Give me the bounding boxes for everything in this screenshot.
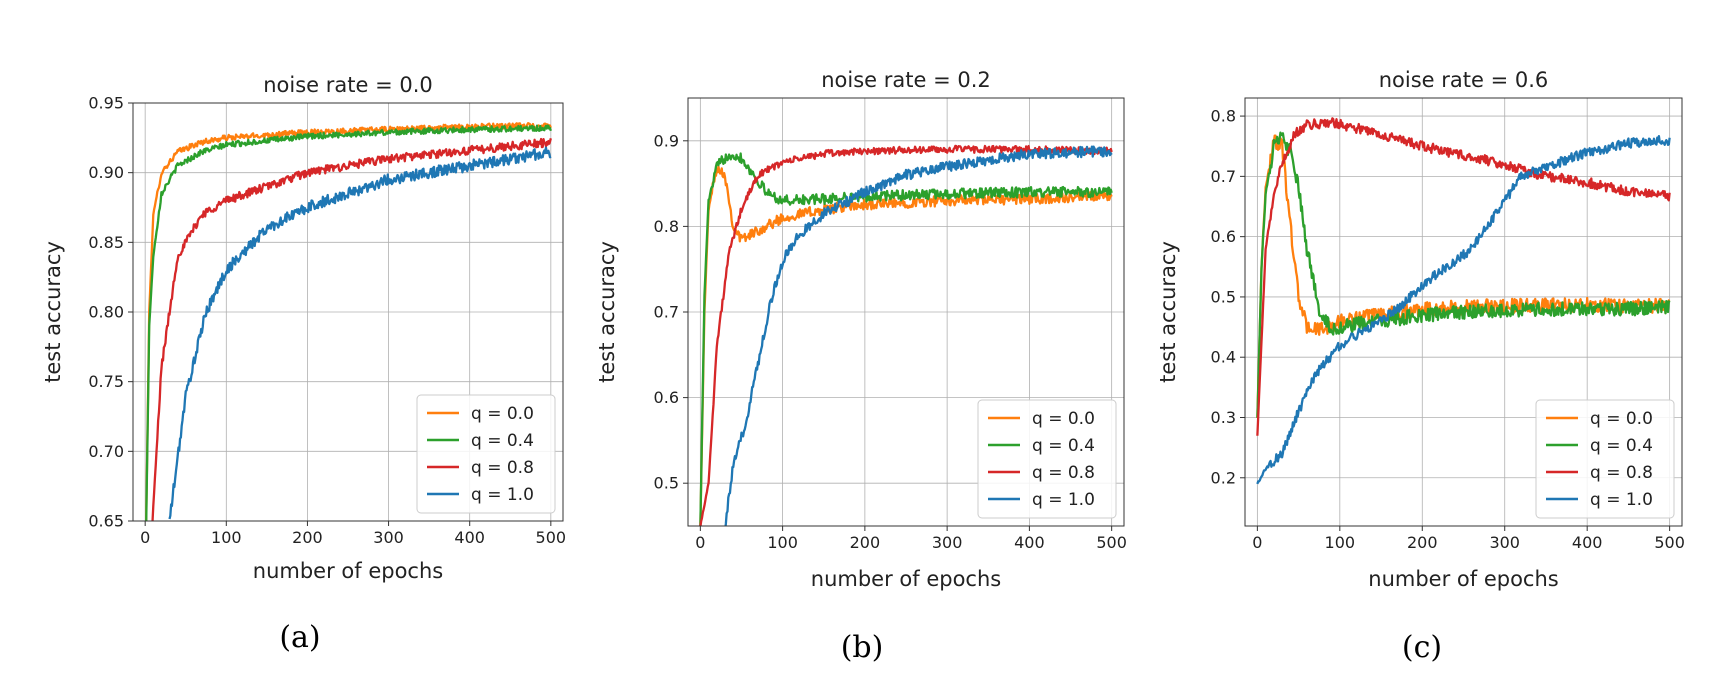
y-tick-label: 0.8: [654, 217, 679, 236]
chart-panel-b: 0 100 200 300 400 500 0.5 0.6 0.7 0.8 0.9 noise rat…: [595, 68, 1127, 591]
x-tick-label: 200: [1407, 533, 1438, 552]
chart-panel-a: 0 100 200 300 400 500 0.65 0.70 0.75 0.80 0.85 0.90…: [41, 73, 567, 583]
y-tick-label: 0.7: [654, 303, 679, 322]
legend-label: q = 0.0: [1590, 409, 1653, 429]
legend-label: q = 0.4: [1590, 436, 1653, 456]
x-tick-label: 400: [1572, 533, 1603, 552]
x-tick-label: 200: [850, 533, 881, 552]
y-tick-label: 0.90: [88, 163, 124, 182]
y-tick-label: 0.5: [654, 474, 679, 493]
y-tick-label: 0.8: [1211, 107, 1236, 126]
y-tick-label: 0.4: [1211, 348, 1236, 367]
chart-title: noise rate = 0.6: [1379, 68, 1549, 92]
y-tick-label: 0.2: [1211, 468, 1236, 487]
legend-label: q = 1.0: [471, 485, 534, 505]
y-tick-label: 0.6: [654, 388, 679, 407]
y-tick-label: 0.75: [88, 372, 124, 391]
chart-panel-c: 0 100 200 300 400 500 0.2 0.3 0.4 0.5 0.6 0.7 0.8 noi…: [1156, 68, 1685, 591]
x-tick-label: 500: [1096, 533, 1127, 552]
y-tick-label: 0.70: [88, 442, 124, 461]
legend-box: [416, 394, 556, 514]
legend-label: q = 0.8: [471, 458, 534, 478]
y-tick-label: 0.65: [88, 512, 124, 531]
x-tick-label: 300: [932, 533, 963, 552]
x-tick-label: 100: [211, 528, 242, 547]
x-axis-label: number of epochs: [253, 559, 443, 583]
series-line: [699, 152, 1113, 526]
y-axis-label: test accuracy: [1156, 241, 1180, 383]
series-line: [168, 146, 552, 520]
y-tick-label: 0.9: [654, 131, 679, 150]
y-tick-label: 0.95: [88, 94, 124, 113]
legend-label: q = 0.0: [471, 404, 534, 424]
legend-label: q = 0.8: [1032, 463, 1095, 483]
legend-label: q = 0.8: [1590, 463, 1653, 483]
x-tick-label: 500: [1654, 533, 1685, 552]
x-tick-label: 400: [1014, 533, 1045, 552]
x-tick-label: 300: [1489, 533, 1520, 552]
y-tick-label: 0.80: [88, 303, 124, 322]
x-tick-label: 100: [1325, 533, 1356, 552]
y-axis-label: test accuracy: [595, 241, 619, 383]
legend: q = 0.0 q = 0.4 q = 0.8 q = 1.0: [977, 399, 1117, 519]
legend-label: q = 1.0: [1590, 490, 1653, 510]
y-tick-label: 0.7: [1211, 167, 1236, 186]
x-tick-label: 400: [454, 528, 485, 547]
x-tick-label: 100: [767, 533, 798, 552]
y-tick-label: 0.5: [1211, 287, 1236, 306]
x-tick-label: 0: [695, 533, 705, 552]
y-tick-label: 0.3: [1211, 408, 1236, 427]
x-tick-label: 500: [536, 528, 567, 547]
caption-c: (c): [1402, 630, 1442, 665]
x-tick-label: 0: [1252, 533, 1262, 552]
series-line: [724, 145, 1113, 526]
series-line: [1256, 135, 1671, 485]
legend-label: q = 0.4: [471, 431, 534, 451]
legend: q = 0.0 q = 0.4 q = 0.8 q = 1.0: [1535, 399, 1675, 519]
plot-frame: [1244, 97, 1683, 527]
series-line: [1256, 131, 1671, 418]
y-axis-label: test accuracy: [41, 241, 65, 383]
x-tick-label: 0: [140, 528, 150, 547]
y-tick-label: 0.6: [1211, 227, 1236, 246]
x-axis-label: number of epochs: [811, 567, 1001, 591]
series-line: [151, 137, 552, 521]
caption-b: (b): [841, 630, 884, 665]
caption-a: (a): [279, 620, 320, 655]
legend-label: q = 1.0: [1032, 490, 1095, 510]
legend-box: [977, 399, 1117, 519]
x-tick-label: 200: [292, 528, 323, 547]
legend-label: q = 0.4: [1032, 436, 1095, 456]
series-line: [145, 124, 552, 521]
legend: q = 0.0 q = 0.4 q = 0.8 q = 1.0: [416, 394, 556, 514]
chart-title: noise rate = 0.0: [263, 73, 433, 97]
x-axis-label: number of epochs: [1368, 567, 1558, 591]
chart-title: noise rate = 0.2: [821, 68, 991, 92]
series-line: [1256, 117, 1671, 436]
legend-box: [1535, 399, 1675, 519]
x-tick-label: 300: [373, 528, 404, 547]
y-tick-label: 0.85: [88, 233, 124, 252]
legend-label: q = 0.0: [1032, 409, 1095, 429]
